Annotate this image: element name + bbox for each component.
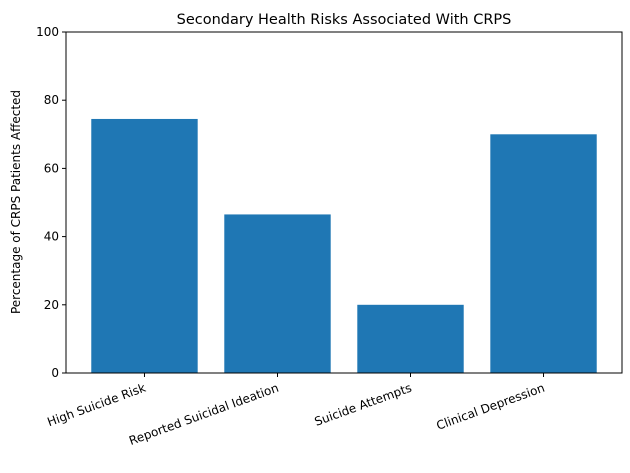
y-tick-label: 100 [36,25,59,39]
x-tick-label: Reported Suicidal Ideation [127,381,280,448]
y-tick-label: 80 [44,93,59,107]
y-tick-label: 0 [51,366,59,380]
axes-frame [65,31,623,374]
y-tick-label: 60 [44,161,59,175]
bar [357,304,464,373]
y-tick-label: 20 [44,298,59,312]
chart-title: Secondary Health Risks Associated With C… [177,12,512,28]
x-tick-label: Clinical Depression [434,381,546,433]
bar [490,134,597,373]
y-axis-label: Percentage of CRPS Patients Affected [9,90,23,314]
x-tick-label: Suicide Attempts [313,381,414,429]
y-tick-label: 40 [44,230,59,244]
bar [224,214,331,373]
x-tick-label: High Suicide Risk [45,381,147,430]
bar [91,118,198,373]
